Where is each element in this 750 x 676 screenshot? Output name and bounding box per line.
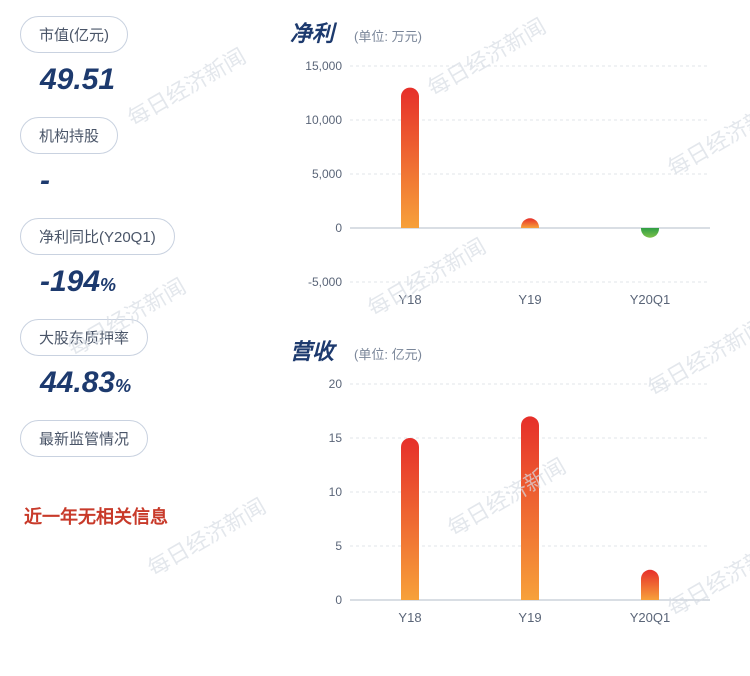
chart-unit: (单位: 亿元) <box>354 344 422 363</box>
metric-label: 净利同比(Y20Q1) <box>20 218 175 255</box>
revenue-chart-svg: 0 5 10 15 20 Y18 Y19 Y20Q1 <box>290 374 730 634</box>
svg-text:10: 10 <box>329 485 343 499</box>
svg-text:Y19: Y19 <box>518 610 541 625</box>
metric-label: 机构持股 <box>20 117 118 154</box>
svg-text:Y20Q1: Y20Q1 <box>630 610 670 625</box>
bar <box>521 218 539 228</box>
metric-profit-yoy: 净利同比(Y20Q1) -194% <box>20 218 260 299</box>
metric-market-cap: 市值(亿元) 49.51 <box>20 16 260 97</box>
bar <box>401 438 419 600</box>
chart-title: 净利 <box>290 16 334 48</box>
metric-institutional: 机构持股 - <box>20 117 260 198</box>
metric-label: 大股东质押率 <box>20 319 148 356</box>
svg-text:0: 0 <box>335 221 342 235</box>
svg-text:Y18: Y18 <box>398 292 421 307</box>
chart-unit: (单位: 万元) <box>354 26 422 45</box>
metric-value: 49.51 <box>20 53 260 97</box>
metric-regulation: 最新监管情况 <box>20 420 260 457</box>
svg-text:5: 5 <box>335 539 342 553</box>
metric-pledge-rate: 大股东质押率 44.83% <box>20 319 260 400</box>
svg-text:Y18: Y18 <box>398 610 421 625</box>
bar <box>641 570 659 600</box>
metric-label: 市值(亿元) <box>20 16 128 53</box>
profit-chart-svg: -5,000 0 5,000 10,000 15,000 Y18 Y19 Y20Q1 <box>290 56 730 316</box>
left-metrics-panel: 市值(亿元) 49.51 机构持股 - 净利同比(Y20Q1) -194% 大股… <box>20 16 260 652</box>
charts-panel: 净利 (单位: 万元) -5,000 0 5,000 10,000 15,000 Y18 Y… <box>260 16 730 652</box>
svg-text:20: 20 <box>329 377 343 391</box>
metric-label: 最新监管情况 <box>20 420 148 457</box>
svg-text:5,000: 5,000 <box>312 167 342 181</box>
svg-text:Y19: Y19 <box>518 292 541 307</box>
svg-text:10,000: 10,000 <box>305 113 342 127</box>
svg-text:15: 15 <box>329 431 343 445</box>
metric-value: -194% <box>20 255 260 299</box>
bar <box>641 228 659 238</box>
bar <box>521 416 539 600</box>
svg-text:15,000: 15,000 <box>305 59 342 73</box>
svg-text:Y20Q1: Y20Q1 <box>630 292 670 307</box>
revenue-chart: 营收 (单位: 亿元) 0 5 10 15 20 Y18 Y19 Y20Q1 <box>290 334 730 634</box>
chart-title: 营收 <box>290 334 334 366</box>
footer-note: 近一年无相关信息 <box>20 477 260 529</box>
profit-chart: 净利 (单位: 万元) -5,000 0 5,000 10,000 15,000 Y18 Y… <box>290 16 730 316</box>
svg-text:-5,000: -5,000 <box>308 275 342 289</box>
metric-value: - <box>20 154 260 198</box>
bar <box>401 88 419 228</box>
metric-value: 44.83% <box>20 356 260 400</box>
svg-text:0: 0 <box>335 593 342 607</box>
